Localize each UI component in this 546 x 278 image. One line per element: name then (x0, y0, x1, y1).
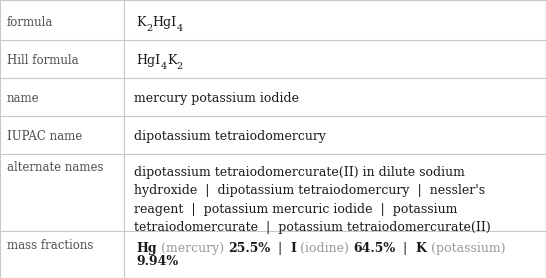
Text: dipotassium tetraiodomercury: dipotassium tetraiodomercury (134, 130, 326, 143)
Text: Hill formula: Hill formula (7, 54, 79, 67)
Text: mercury potassium iodide: mercury potassium iodide (134, 92, 299, 105)
Text: I: I (290, 242, 296, 255)
Text: 2: 2 (176, 62, 182, 71)
Text: 64.5%: 64.5% (353, 242, 395, 255)
Text: K: K (167, 54, 176, 67)
Text: HgI: HgI (152, 16, 176, 29)
Text: 25.5%: 25.5% (228, 242, 270, 255)
Text: (potassium): (potassium) (426, 242, 509, 255)
Text: 2: 2 (146, 24, 152, 33)
Text: |: | (395, 242, 416, 255)
Text: IUPAC name: IUPAC name (7, 130, 82, 143)
Text: name: name (7, 92, 40, 105)
Text: HgI: HgI (136, 54, 161, 67)
Text: (iodine): (iodine) (296, 242, 353, 255)
Text: mass fractions: mass fractions (7, 239, 93, 252)
Text: 9.94%: 9.94% (136, 255, 179, 268)
Text: formula: formula (7, 16, 54, 29)
Text: K: K (416, 242, 426, 255)
Text: K: K (136, 16, 146, 29)
Text: (mercury): (mercury) (157, 242, 228, 255)
Text: 4: 4 (161, 62, 167, 71)
Text: alternate names: alternate names (7, 161, 104, 174)
Text: 4: 4 (176, 24, 182, 33)
Text: |: | (270, 242, 290, 255)
Text: dipotassium tetraiodomercurate(II) in dilute sodium
hydroxide  |  dipotassium te: dipotassium tetraiodomercurate(II) in di… (134, 166, 490, 234)
Text: Hg: Hg (136, 242, 157, 255)
